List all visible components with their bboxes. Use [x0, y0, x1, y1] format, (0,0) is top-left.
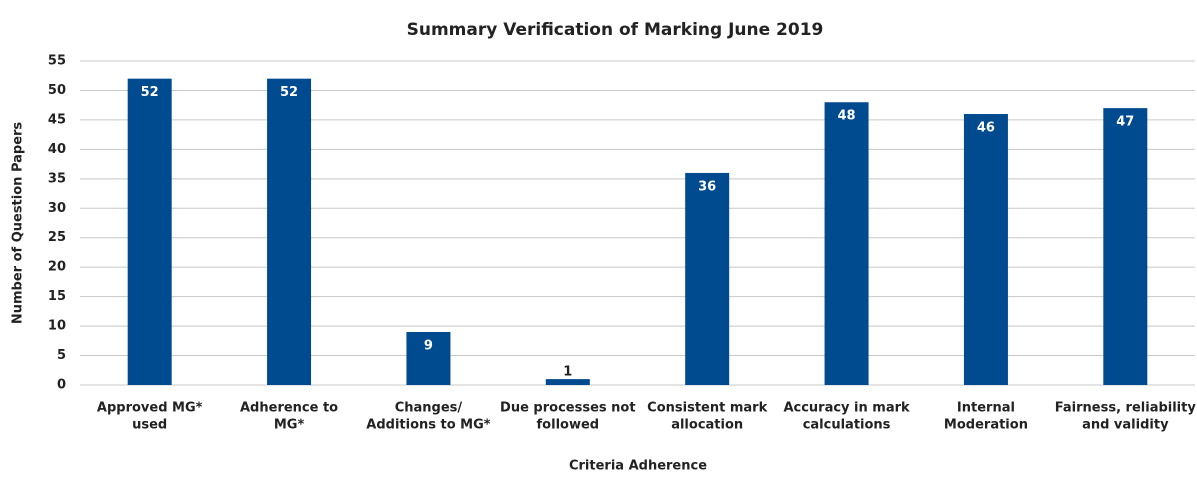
data-label: 48	[838, 109, 856, 124]
x-tick-label: Fairness, reliability	[1055, 401, 1197, 416]
x-tick-label: Due processes not	[500, 401, 636, 416]
x-tick-label: MG*	[274, 418, 305, 433]
y-tick-label: 0	[57, 378, 66, 393]
data-label: 47	[1116, 115, 1134, 130]
x-tick-label: and validity	[1082, 418, 1169, 433]
y-tick-label: 30	[48, 201, 66, 216]
bar	[963, 114, 1008, 385]
x-tick-label: Approved MG*	[97, 401, 203, 416]
x-tick-label: calculations	[803, 418, 891, 433]
bar	[267, 78, 312, 385]
data-label: 46	[977, 121, 995, 136]
y-tick-label: 25	[48, 230, 66, 245]
bar	[406, 331, 451, 385]
x-tick-label: Adherence to	[240, 401, 338, 416]
y-tick-label: 10	[48, 319, 66, 334]
y-axis-title: Number of Question Papers	[11, 122, 26, 325]
bar	[824, 102, 869, 386]
y-tick-label: 5	[57, 348, 66, 363]
bar	[545, 379, 590, 385]
x-tick-label: Consistent mark	[647, 401, 767, 416]
y-tick-label: 45	[48, 112, 66, 127]
y-tick-label: 15	[48, 289, 66, 304]
y-tick-label: 20	[48, 260, 66, 275]
y-tick-label: 40	[48, 142, 66, 157]
bar	[685, 172, 730, 385]
x-tick-label: followed	[537, 418, 600, 433]
y-tick-label: 50	[48, 83, 66, 98]
bar	[1103, 108, 1148, 386]
y-tick-label: 35	[48, 171, 66, 186]
x-tick-label: Additions to MG*	[366, 418, 491, 433]
y-tick-label: 55	[48, 54, 66, 69]
x-tick-label: Internal	[957, 401, 1015, 416]
data-label: 52	[141, 85, 159, 100]
x-tick-label: Moderation	[944, 418, 1028, 433]
x-axis-title: Criteria Adherence	[569, 459, 707, 474]
data-label: 36	[698, 179, 716, 194]
x-tick-label: Changes/	[395, 401, 463, 416]
x-tick-label: Accuracy in mark	[783, 401, 910, 416]
data-label: 9	[424, 338, 433, 353]
x-tick-label: allocation	[671, 418, 743, 433]
bar	[127, 78, 172, 385]
data-label: 52	[280, 85, 298, 100]
x-tick-label: used	[132, 418, 167, 433]
chart-title: Summary Verification of Marking June 201…	[407, 20, 824, 40]
data-label: 1	[563, 365, 572, 380]
